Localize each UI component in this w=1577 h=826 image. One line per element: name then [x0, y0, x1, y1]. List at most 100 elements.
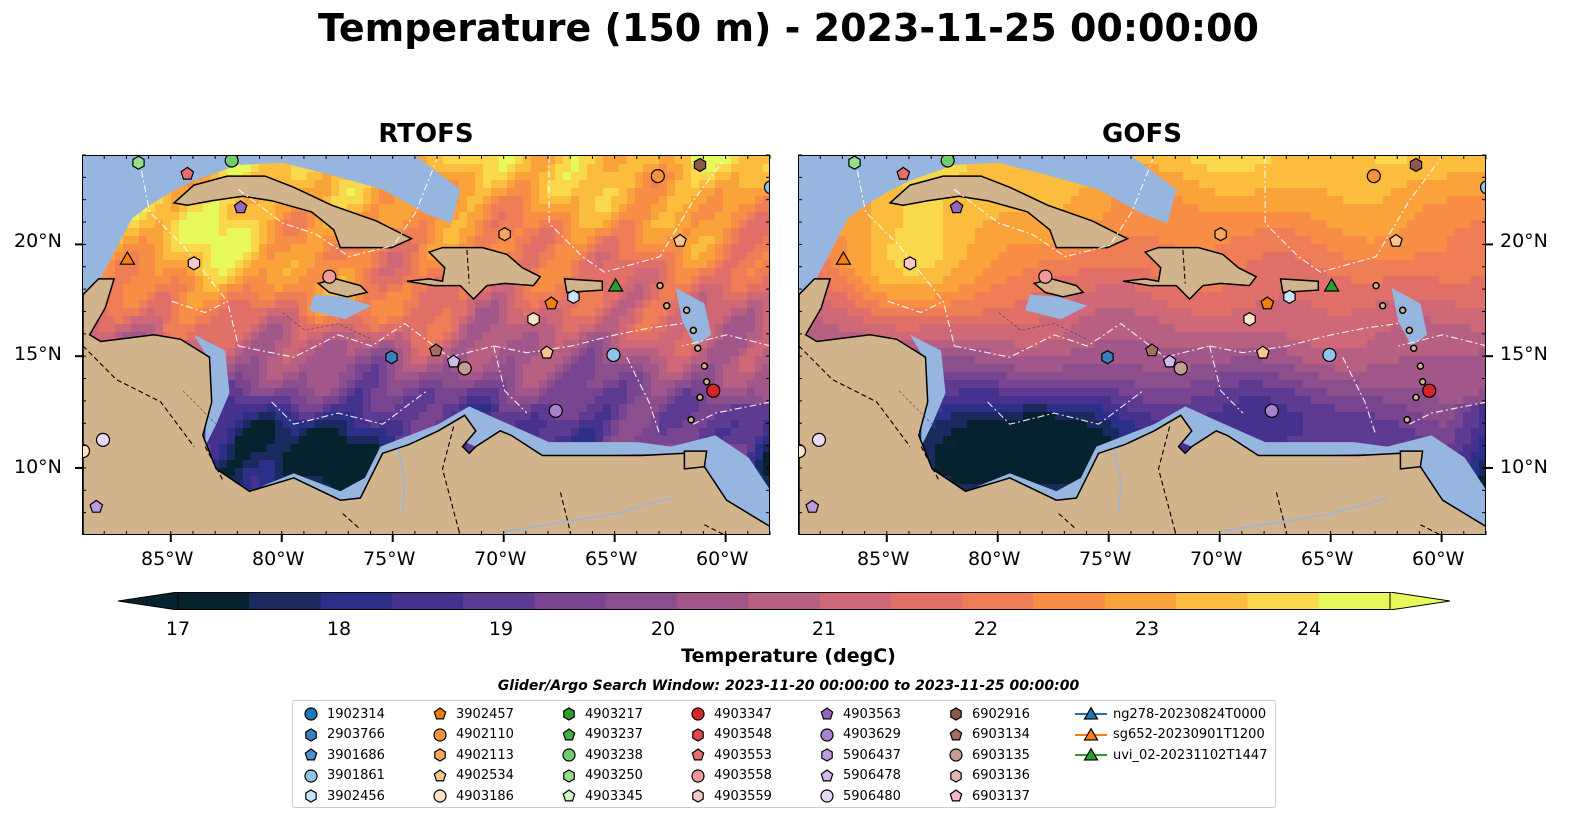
legend-item: 4903345 — [559, 786, 643, 806]
lon-label: 75°W — [363, 548, 416, 570]
legend-label: 6902916 — [972, 706, 1030, 722]
observation-marker — [233, 200, 248, 214]
legend-marker — [950, 768, 962, 783]
colorbar-tick: 23 — [1134, 618, 1160, 640]
legend-label: 3902456 — [327, 788, 385, 804]
legend-label: 6903137 — [972, 788, 1030, 804]
colorbar-segment — [534, 592, 607, 610]
observation-marker — [322, 269, 337, 284]
legend-label: 1902314 — [327, 706, 385, 722]
legend-item: 1902314 — [301, 704, 385, 724]
observation-marker — [820, 768, 834, 781]
observation-marker — [1083, 747, 1099, 761]
observation-marker — [1243, 312, 1256, 327]
colorbar-tick: 22 — [973, 618, 999, 640]
figure-title: Temperature (150 m) - 2023-11-25 00:00:0… — [317, 6, 1259, 50]
legend-label: 4903563 — [843, 706, 901, 722]
legend-item: 4903559 — [688, 786, 772, 806]
legend-marker — [562, 727, 576, 740]
lon-label: 70°W — [474, 548, 527, 570]
legend-marker — [304, 748, 318, 761]
observation-marker — [692, 727, 704, 742]
observation-marker — [187, 256, 201, 271]
observation-marker — [428, 343, 443, 357]
observation-marker — [304, 768, 318, 783]
lat-label: 15°N — [1500, 343, 1548, 365]
colorbar-tick: 21 — [811, 618, 837, 640]
observation-marker — [848, 156, 861, 170]
observation-marker — [950, 707, 962, 721]
observation-marker — [180, 166, 195, 180]
legend-label: 3902457 — [456, 706, 514, 722]
legend-label: 4903186 — [456, 788, 514, 804]
legend-label: 5906480 — [843, 788, 901, 804]
legend-item: 6902916 — [946, 704, 1030, 724]
legend-item: 4903250 — [559, 766, 643, 786]
legend-item: 6903135 — [946, 745, 1030, 765]
colorbar-tick: 19 — [488, 618, 514, 640]
colorbar-segment — [677, 592, 749, 610]
legend-marker — [305, 789, 317, 803]
lon-label: 65°W — [585, 548, 638, 570]
legend-item: 3901861 — [301, 766, 385, 786]
legend-marker — [949, 748, 963, 762]
observation-marker — [433, 789, 447, 803]
observation-marker — [305, 727, 317, 742]
colorbar-segment — [178, 592, 250, 610]
legend-item: 2903766 — [301, 725, 385, 745]
observation-marker — [903, 256, 917, 271]
observation-marker — [949, 789, 963, 802]
legend-marker — [304, 707, 318, 721]
legend-item: 5906478 — [817, 766, 901, 786]
observation-marker — [606, 347, 621, 363]
legend-marker — [1075, 706, 1107, 720]
legend-label: 5906437 — [843, 747, 901, 763]
lat-label: 10°N — [14, 456, 62, 478]
colorbar-extend-low — [118, 592, 179, 610]
legend-label: 4903345 — [585, 788, 643, 804]
observation-marker — [820, 727, 834, 742]
legend-marker — [691, 707, 705, 721]
legend-item: 4902110 — [430, 725, 514, 745]
observation-marker — [224, 156, 239, 168]
observation-marker — [1101, 350, 1114, 365]
lat-label: 10°N — [1500, 456, 1548, 478]
legend-item: 6903137 — [946, 786, 1030, 806]
observation-marker — [446, 354, 461, 368]
observation-marker — [89, 499, 104, 513]
legend-item: uvi_02-20231102T1447 — [1075, 745, 1267, 765]
lon-label: 65°W — [1301, 548, 1354, 570]
observation-marker — [949, 727, 963, 740]
legend-marker — [692, 789, 704, 803]
observation-marker — [896, 166, 911, 180]
legend-marker — [563, 707, 575, 721]
colorbar-tick: 24 — [1296, 618, 1322, 640]
legend-label: 4903548 — [714, 727, 772, 742]
legend-label: 4903629 — [843, 727, 901, 742]
legend-item: 4903563 — [817, 704, 901, 724]
observation-marker — [1144, 343, 1159, 357]
lon-label: 80°W — [968, 548, 1021, 570]
legend-label: 4903553 — [714, 747, 772, 763]
legend-label: 4902534 — [456, 768, 514, 783]
legend-item: 4903186 — [430, 786, 514, 806]
legend-label: 4903238 — [585, 747, 643, 763]
observation-marker — [1214, 227, 1227, 242]
colorbar-extend-high — [1389, 592, 1450, 610]
colorbar-segment — [320, 592, 393, 610]
legend-marker — [691, 748, 705, 761]
colorbar-label: Temperature (degC) — [681, 645, 896, 667]
observation-marker — [691, 768, 705, 783]
legend-label: 3901861 — [327, 768, 385, 783]
legend-item: 4903238 — [559, 745, 643, 765]
lon-label: 85°W — [857, 548, 910, 570]
legend-marker — [820, 727, 834, 742]
observation-marker — [691, 707, 705, 721]
observation-marker — [691, 748, 705, 761]
observation-marker — [544, 296, 559, 310]
observation-marker — [434, 748, 446, 762]
observation-marker — [949, 748, 963, 762]
legend-item: 4903558 — [688, 766, 772, 786]
lat-label: 20°N — [1500, 230, 1548, 252]
observation-marker — [539, 345, 554, 359]
